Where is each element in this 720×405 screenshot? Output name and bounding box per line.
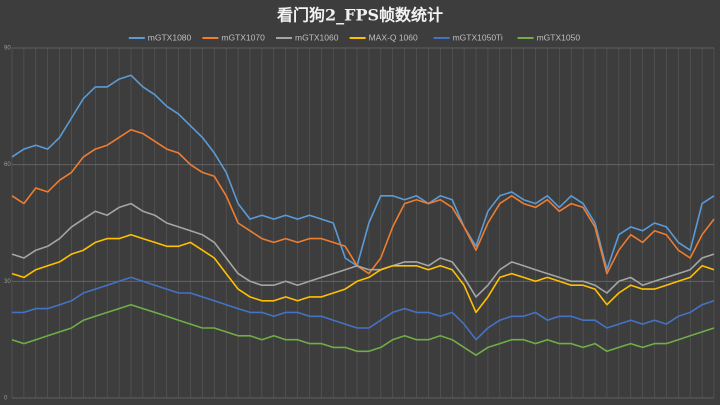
series-line [11, 303, 715, 356]
legend-label: mGTX1060 [295, 32, 339, 42]
legend-label: MAX-Q 1060 [369, 32, 418, 42]
legend-label: mGTX1080 [148, 32, 192, 42]
y-tick-label: 60 [4, 162, 11, 168]
series-line [12, 276, 715, 341]
series-line [11, 202, 715, 298]
series-line [11, 233, 715, 314]
series-line [11, 128, 715, 275]
series-line [11, 74, 715, 271]
legend-label: mGTX1050 [537, 32, 581, 42]
y-tick-label: 0 [4, 396, 8, 402]
y-tick-label: 90 [4, 46, 11, 52]
legend-label: mGTX1050Ti [453, 32, 503, 42]
legend-label: mGTX1070 [221, 32, 265, 42]
chart-title: 看门狗2_FPS帧数统计 [276, 6, 443, 25]
y-tick-label: 30 [4, 279, 11, 285]
